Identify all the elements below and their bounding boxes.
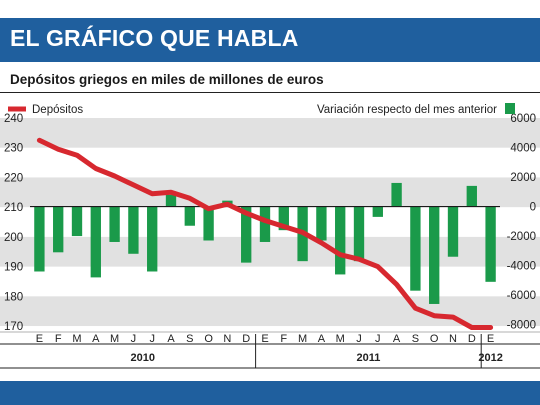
month-label: D [468,333,476,345]
bar [278,206,289,231]
month-label: M [298,333,307,345]
bar [335,206,346,275]
right-tick-label: -6000 [507,290,536,302]
chart-title: Depósitos griegos en miles de millones d… [10,72,324,87]
bar [34,206,45,272]
month-label: A [167,333,175,345]
month-label: S [186,333,193,345]
month-label: S [412,333,419,345]
year-label: 2011 [356,352,380,364]
background-band [0,296,540,327]
background-band [0,177,540,208]
right-tick-label: 2000 [510,172,536,184]
legend: Depósitos Variación respecto del mes ant… [8,103,515,116]
year-label: 2012 [478,352,502,364]
footer-bar [0,381,540,405]
header-banner: EL GRÁFICO QUE HABLA [0,18,540,62]
month-label: A [393,333,401,345]
month-label: N [223,333,231,345]
month-label: E [261,333,268,345]
month-label: F [55,333,62,345]
bar [485,206,496,282]
month-label: D [242,333,250,345]
month-label: M [336,333,345,345]
bar [165,194,177,207]
bar [316,206,327,241]
month-label: F [280,333,287,345]
right-tick-label: -2000 [507,231,536,243]
left-tick-label: 200 [4,232,23,244]
month-label: O [430,333,439,345]
month-label: E [487,333,494,345]
left-tick-label: 220 [4,172,23,184]
bar [410,206,421,291]
right-tick-label: -4000 [507,261,536,273]
month-label: J [149,333,155,345]
chart: 240 230 220 210 200 190 180 170 6000 4000 2000 0 -2… [0,103,540,369]
line-series [36,137,494,330]
header-title: EL GRÁFICO QUE HABLA [10,25,299,51]
left-tick-label: 190 [4,262,23,274]
left-tick-label: 170 [4,321,23,333]
bar [203,206,214,241]
month-label: J [131,333,137,345]
bar [53,206,64,253]
right-tick-label: 0 [530,202,536,214]
month-label: A [92,333,100,345]
bar [128,206,139,254]
legend-bar-label: Variación respecto del mes anterior [317,104,497,116]
title-divider [0,92,540,93]
bar [109,206,120,242]
month-label: O [204,333,213,345]
left-axis-ticks: 240 230 220 210 200 190 180 170 [4,113,23,333]
month-label: J [375,333,381,345]
month-label: A [318,333,326,345]
month-label: E [36,333,43,345]
bar [391,182,402,207]
month-label: J [356,333,362,345]
bar [429,206,440,304]
bar [147,206,158,272]
right-tick-label: -8000 [507,320,536,332]
left-tick-label: 230 [4,143,23,155]
right-axis-ticks: 6000 4000 2000 0 -2000 -4000 -6000 -8000 [507,113,536,332]
month-label: N [449,333,457,345]
year-label: 2010 [131,352,155,364]
bar [447,206,459,257]
bar [184,206,195,226]
right-tick-label: 4000 [510,143,536,155]
bar [466,185,477,207]
bar [353,206,365,262]
bar [241,206,252,263]
left-tick-label: 210 [4,202,23,214]
deposits-line [36,137,494,330]
bar [71,206,83,237]
left-tick-label: 180 [4,291,23,303]
right-tick-label: 6000 [510,113,536,125]
month-label: M [110,333,119,345]
bar [259,206,271,242]
bar [372,206,383,217]
legend-bar-swatch [505,103,515,114]
left-tick-label: 240 [4,113,23,125]
month-label: M [72,333,81,345]
legend-line-label: Depósitos [32,104,83,116]
background-band [0,118,540,148]
bar [90,206,101,278]
